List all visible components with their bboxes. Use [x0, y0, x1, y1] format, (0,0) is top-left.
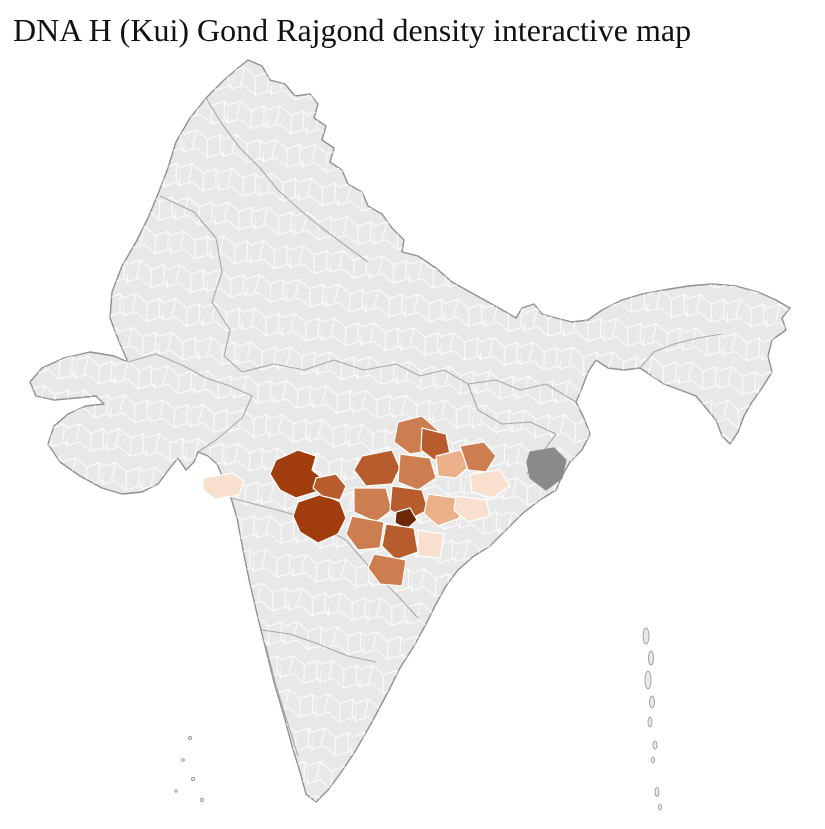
island[interactable]: [654, 787, 660, 797]
state-border-line: [265, 645, 299, 757]
andaman-nicobar-islands[interactable]: [642, 627, 662, 811]
state-border-line: [277, 189, 369, 263]
district-density-4[interactable]: [312, 473, 347, 501]
state-border-line: [241, 359, 445, 377]
district-density-3[interactable]: [397, 453, 437, 491]
district-density-3[interactable]: [367, 553, 407, 587]
state-border-line: [639, 333, 723, 369]
district-density-1[interactable]: [469, 469, 511, 499]
island[interactable]: [649, 695, 655, 709]
island[interactable]: [642, 627, 650, 645]
district-density-1[interactable]: [202, 472, 245, 500]
state-border-line: [127, 353, 253, 453]
district-density-1[interactable]: [453, 495, 491, 523]
district-no-data[interactable]: [526, 447, 567, 491]
state-border-line: [261, 629, 377, 663]
state-border-line: [205, 97, 279, 191]
island[interactable]: [190, 777, 195, 782]
state-border-line: [443, 369, 577, 403]
district-density-3[interactable]: [353, 487, 393, 523]
district-density-1[interactable]: [417, 529, 445, 559]
island[interactable]: [187, 736, 192, 741]
island[interactable]: [648, 650, 654, 666]
district-density-3[interactable]: [345, 515, 385, 551]
district-density-4[interactable]: [381, 523, 419, 561]
district-density-3[interactable]: [459, 441, 497, 473]
page-title: DNA H (Kui) Gond Rajgond density interac…: [13, 12, 692, 48]
district-density-2[interactable]: [435, 449, 471, 479]
district-density-6[interactable]: [394, 507, 418, 530]
island[interactable]: [652, 740, 658, 750]
choropleth-districts[interactable]: [202, 415, 567, 587]
island[interactable]: [199, 797, 205, 803]
island[interactable]: [644, 670, 652, 690]
lakshadweep-islands[interactable]: [174, 736, 205, 803]
island[interactable]: [174, 789, 178, 793]
island[interactable]: [658, 803, 662, 811]
state-border-line: [467, 383, 557, 435]
island[interactable]: [651, 756, 655, 764]
island[interactable]: [647, 716, 653, 728]
state-border-line: [159, 195, 243, 373]
island[interactable]: [181, 758, 185, 762]
district-density-2[interactable]: [423, 493, 461, 527]
district-density-4[interactable]: [353, 449, 401, 487]
